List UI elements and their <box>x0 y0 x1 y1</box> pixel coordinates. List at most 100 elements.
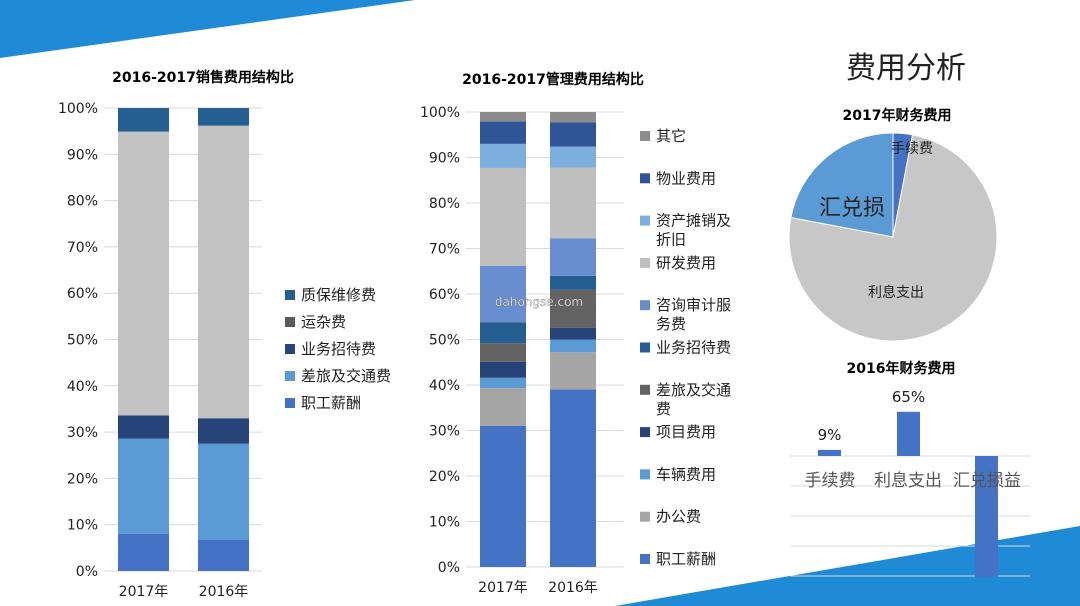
bar-segment <box>480 265 526 323</box>
bar-segment <box>480 322 526 344</box>
legend-swatch <box>285 290 295 300</box>
legend-label: 车辆费用 <box>656 465 716 483</box>
sales-chart-title: 2016-2017销售费用结构比 <box>112 69 294 86</box>
legend-label-line: 咨询审计服 <box>656 296 731 314</box>
legend-swatch <box>640 173 650 184</box>
legend-label: 差旅及交通费 <box>301 367 391 385</box>
admin-expense-chart: 2016-2017管理费用结构比 0% 10% 20% 30% 40% 50% 60% 70%… <box>420 71 731 596</box>
legend-label: 职工薪酬 <box>656 550 716 568</box>
y-tick-label: 40% <box>67 379 98 395</box>
y-tick-label: 50% <box>67 333 98 349</box>
legend-label: 运杂费 <box>301 313 346 331</box>
legend-swatch <box>285 344 295 354</box>
y-tick-label: 0% <box>438 560 460 576</box>
watermark: dahongse.com <box>495 295 583 309</box>
bar <box>818 449 841 456</box>
legend-label: 业务招待费 <box>301 340 376 358</box>
bar-segment <box>550 327 596 340</box>
bar-segment <box>480 425 526 567</box>
pie-chart-title: 2017年财务费用 <box>843 107 952 124</box>
bar-segment <box>118 438 169 534</box>
bar-segment <box>480 388 526 426</box>
admin-chart-title: 2016-2017管理费用结构比 <box>462 71 644 88</box>
pie-slice <box>788 134 998 342</box>
bar-segment <box>198 539 249 571</box>
legend-swatch <box>640 554 650 564</box>
legend-label: 业务招待费 <box>656 339 731 357</box>
legend-label: 研发费用 <box>656 254 716 272</box>
legend-swatch <box>640 384 650 395</box>
bar-segment <box>118 108 169 132</box>
sales-expense-chart: 2016-2017销售费用结构比 0% 10% 20% 30% 40% 50% 60% 70%… <box>58 69 391 600</box>
y-tick-label: 60% <box>67 286 98 302</box>
legend-label-line: 务费 <box>656 315 686 333</box>
legend-swatch <box>285 371 295 381</box>
bar-segment <box>198 418 249 444</box>
y-tick-label: 10% <box>67 518 98 534</box>
bar-segment <box>550 122 596 147</box>
legend-label: 质保维修费 <box>301 286 376 304</box>
y-tick-label: 90% <box>67 147 98 163</box>
y-tick-label: 70% <box>429 242 460 258</box>
bar-segment <box>550 389 596 567</box>
bar-segment <box>550 352 596 390</box>
y-tick-label: 90% <box>429 151 460 167</box>
y-tick-label: 80% <box>429 196 460 212</box>
bar-segment <box>118 415 169 439</box>
legend-swatch <box>640 511 650 522</box>
bar-segment <box>480 112 526 122</box>
pie-slice <box>790 132 894 238</box>
finance-2016-title: 2016年财务费用 <box>847 360 956 377</box>
legend-label: 资产摊销及折旧 <box>656 212 731 249</box>
legend-label: 项目费用 <box>656 423 716 441</box>
data-label: 65% <box>892 388 925 406</box>
bar-segment <box>480 377 526 389</box>
legend-swatch <box>640 469 650 480</box>
legend-label: 物业费用 <box>656 169 716 187</box>
y-tick-label: 70% <box>67 240 98 256</box>
y-tick-label: 30% <box>67 425 98 441</box>
y-tick-label: 30% <box>429 424 460 440</box>
bar-segment <box>550 238 596 276</box>
bar-segment <box>550 146 596 168</box>
bar-segment <box>550 167 596 239</box>
pie-slice-label: 手续费 <box>891 140 933 157</box>
bar-segment <box>198 108 249 126</box>
legend-swatch <box>640 131 650 141</box>
legend-label: 其它 <box>656 127 686 145</box>
bar-segment <box>118 131 169 416</box>
bar-segment <box>480 167 526 266</box>
legend-label-line: 差旅及交通 <box>656 381 731 399</box>
top-left-swoosh <box>0 0 415 58</box>
x-tick-label: 2017年 <box>119 584 169 600</box>
legend-label-line: 资产摊销及 <box>656 212 731 230</box>
y-tick-label: 40% <box>429 378 460 394</box>
legend-swatch <box>640 342 650 353</box>
y-tick-label: 50% <box>429 333 460 349</box>
y-tick-label: 100% <box>58 101 98 117</box>
bar-segment <box>550 339 596 353</box>
bar <box>975 456 998 578</box>
x-tick-label: 手续费 <box>805 471 856 491</box>
finance-2016-bar-chart: 2016年财务费用 9% 65% 手续费 利息支出 汇兑损益 <box>790 360 1030 578</box>
y-tick-label: 60% <box>429 287 460 303</box>
x-tick-label: 2016年 <box>548 580 598 596</box>
legend-swatch <box>640 427 650 438</box>
bar-segment <box>550 112 596 123</box>
y-tick-label: 0% <box>76 564 98 580</box>
pie-slice-label: 利息支出 <box>868 284 924 301</box>
bar-segment <box>480 143 526 168</box>
x-tick-label: 2017年 <box>478 580 528 596</box>
legend-label: 职工薪酬 <box>301 394 361 412</box>
bar-segment <box>480 361 526 378</box>
slide-title: 费用分析 <box>846 51 966 86</box>
bar <box>897 411 920 456</box>
bar-segment <box>118 533 169 571</box>
y-tick-label: 20% <box>67 471 98 487</box>
y-tick-label: 20% <box>429 469 460 485</box>
legend-label: 差旅及交通费 <box>656 381 731 418</box>
legend-label-line: 折旧 <box>656 231 686 249</box>
y-tick-label: 100% <box>420 105 460 121</box>
bar-segment <box>550 289 596 328</box>
